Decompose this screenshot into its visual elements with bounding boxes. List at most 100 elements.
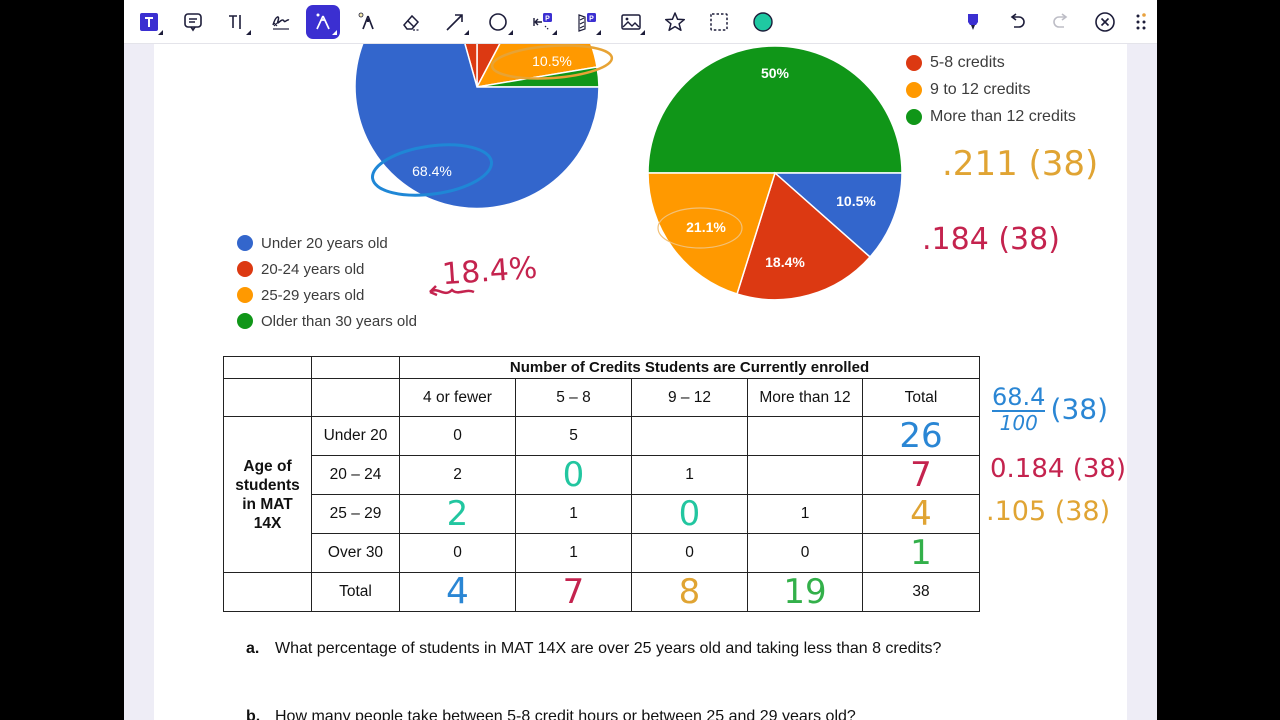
marquee-select-icon bbox=[710, 13, 728, 31]
text-box-icon bbox=[140, 13, 158, 31]
undo-icon bbox=[1010, 13, 1025, 28]
redo-button[interactable] bbox=[1044, 5, 1078, 39]
table-cell: 1 bbox=[747, 494, 863, 534]
redo-icon bbox=[1053, 13, 1068, 28]
undo-button[interactable] bbox=[1000, 5, 1034, 39]
table-cell-ink: 0 bbox=[631, 494, 748, 534]
left-gutter bbox=[124, 44, 154, 720]
pen-icon bbox=[316, 13, 330, 30]
row-header: Under 20 bbox=[311, 416, 400, 456]
measure-distance-icon: P bbox=[533, 13, 552, 31]
text-box-tool[interactable] bbox=[132, 5, 166, 39]
table-cell: 5 bbox=[515, 416, 632, 456]
ink-annotation-105: .105 (38) bbox=[986, 496, 1111, 527]
table-cell-ink: 7 bbox=[515, 572, 632, 612]
table-cell: 1 bbox=[515, 533, 632, 573]
legend-item-5-8: 5-8 credits bbox=[906, 49, 1076, 76]
legend-item-more-12: More than 12 credits bbox=[906, 103, 1076, 130]
stamp-tool[interactable] bbox=[658, 5, 692, 39]
svg-text:18.4%: 18.4% bbox=[765, 254, 805, 270]
table-cell-ink: 19 bbox=[747, 572, 863, 612]
highlighter-tool[interactable] bbox=[350, 5, 384, 39]
ink-annotation-0184: 0.184 (38) bbox=[990, 454, 1127, 484]
annotation-toolbar: P P bbox=[124, 0, 1157, 44]
signature-tool[interactable] bbox=[264, 5, 298, 39]
table-cell-ink: 26 bbox=[862, 416, 980, 456]
eraser-tool[interactable] bbox=[394, 5, 428, 39]
close-button[interactable] bbox=[1088, 5, 1122, 39]
table-corner-cell bbox=[311, 378, 400, 417]
image-icon bbox=[621, 14, 641, 30]
column-header: 5 – 8 bbox=[515, 378, 632, 417]
table-corner-cell bbox=[223, 356, 312, 379]
table-cell-ink: 4 bbox=[862, 494, 980, 534]
svg-text:P: P bbox=[545, 16, 550, 23]
table-corner-cell bbox=[311, 356, 400, 379]
row-header: 25 – 29 bbox=[311, 494, 400, 534]
table-cell: 0 bbox=[399, 416, 516, 456]
comment-tool[interactable] bbox=[176, 5, 210, 39]
shape-tool[interactable] bbox=[482, 5, 516, 39]
table-cell: 1 bbox=[631, 455, 748, 495]
row-group-label: Age of students in MAT 14X bbox=[223, 416, 312, 573]
table-corner-cell bbox=[223, 378, 312, 417]
contingency-table: Number of Credits Students are Currently… bbox=[223, 356, 980, 612]
table-cell-ink: 0 bbox=[515, 455, 632, 495]
text-insert-tool[interactable] bbox=[220, 5, 254, 39]
ink-fraction: 68.4 100 (38) bbox=[992, 383, 1109, 435]
selection-tool[interactable] bbox=[702, 5, 736, 39]
line-tool[interactable] bbox=[438, 5, 472, 39]
row-header: Total bbox=[311, 572, 400, 612]
table-cell-ink: 8 bbox=[631, 572, 748, 612]
column-header: 4 or fewer bbox=[399, 378, 516, 417]
pen-marker-button[interactable] bbox=[956, 5, 990, 39]
measure-tool[interactable]: P bbox=[526, 5, 560, 39]
red-dot-icon bbox=[237, 261, 253, 277]
document-page[interactable]: 10.5% 68.4% Under 20 years old 20-24 yea… bbox=[154, 44, 1127, 720]
image-tool[interactable] bbox=[614, 5, 648, 39]
row-header: Over 30 bbox=[311, 533, 400, 573]
pen-tool[interactable] bbox=[306, 5, 340, 39]
table-row: 20 – 24 2 0 1 7 bbox=[224, 455, 980, 495]
ink-annotation-184: .184 (38) bbox=[922, 222, 1060, 257]
table-cell-ink: 1 bbox=[862, 533, 980, 573]
table-cell: 38 bbox=[862, 572, 980, 612]
question-b: b. How many people take between 5-8 credi… bbox=[246, 708, 856, 720]
close-circle-icon bbox=[1095, 12, 1115, 32]
signature-icon bbox=[272, 16, 290, 30]
legend-item-20-24: 20-24 years old bbox=[237, 256, 417, 282]
credits-pie-chart: 50% 10.5% 18.4% 21.1% bbox=[647, 45, 903, 301]
age-pie-chart: 10.5% 68.4% bbox=[354, 44, 614, 210]
orange-dot-icon bbox=[237, 287, 253, 303]
row-header: 20 – 24 bbox=[311, 455, 400, 495]
more-menu-button[interactable] bbox=[1128, 5, 1154, 39]
table-cell bbox=[631, 416, 748, 456]
green-dot-icon bbox=[906, 108, 922, 125]
table-cell: 1 bbox=[515, 494, 632, 534]
table-header-title: Number of Credits Students are Currently… bbox=[399, 356, 980, 379]
legend-item-over-30: Older than 30 years old bbox=[237, 308, 417, 334]
table-row: Age of students in MAT 14X Under 20 0 5 … bbox=[223, 416, 980, 573]
star-icon bbox=[664, 12, 686, 32]
column-header: 9 – 12 bbox=[631, 378, 748, 417]
svg-text:10.5%: 10.5% bbox=[532, 53, 572, 69]
text-cursor-icon bbox=[229, 15, 241, 29]
table-cell: 2 bbox=[399, 455, 516, 495]
color-picker[interactable] bbox=[746, 5, 780, 39]
eraser-icon bbox=[403, 14, 420, 31]
svg-text:21.1%: 21.1% bbox=[686, 219, 726, 235]
area-tool[interactable]: P bbox=[570, 5, 604, 39]
question-a: a. What percentage of students in MAT 14X… bbox=[246, 640, 942, 657]
ink-arrow bbox=[429, 285, 475, 297]
green-dot-icon bbox=[237, 313, 253, 329]
circle-shape-icon bbox=[489, 13, 507, 31]
table-cell: 0 bbox=[399, 533, 516, 573]
grip-dots-icon bbox=[1136, 13, 1146, 30]
comment-icon bbox=[184, 13, 202, 32]
blue-dot-icon bbox=[237, 235, 253, 251]
table-row-total: Total 4 7 8 19 38 bbox=[223, 572, 980, 612]
highlighter-icon bbox=[358, 12, 374, 30]
svg-text:P: P bbox=[589, 16, 594, 23]
red-dot-icon bbox=[906, 54, 922, 71]
table-cell-ink: 2 bbox=[399, 494, 516, 534]
